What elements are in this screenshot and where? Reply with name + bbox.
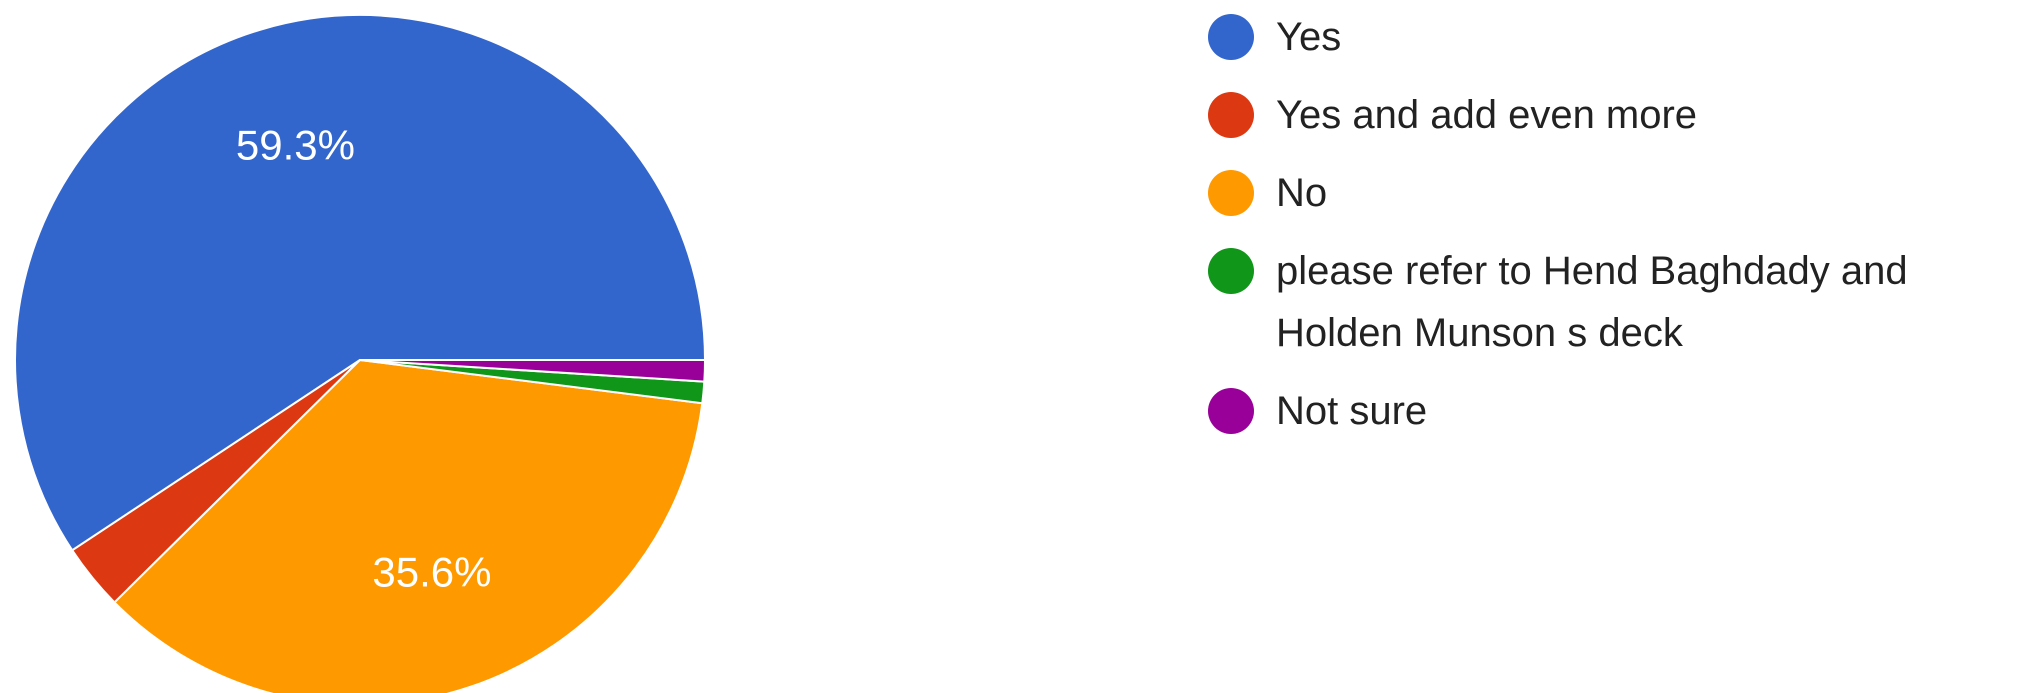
legend-item-3[interactable]: please refer to Hend Baghdady and Holden…: [1208, 248, 2008, 364]
legend-swatch: [1208, 92, 1254, 138]
pie-slice-0[interactable]: [14, 14, 707, 552]
pie-chart: 59.3% 35.6%: [14, 14, 707, 693]
legend-item-1[interactable]: Yes and add even more: [1208, 92, 2008, 146]
legend-label: Yes: [1276, 15, 1342, 59]
legend-item-4[interactable]: Not sure: [1208, 388, 2008, 442]
legend: Yes Yes and add even more No please refer t…: [1208, 14, 2008, 466]
legend-label: please refer to Hend Baghdady and Holden…: [1276, 249, 1908, 355]
legend-swatch: [1208, 170, 1254, 216]
pie-slice-2[interactable]: [113, 358, 704, 693]
legend-swatch: [1208, 14, 1254, 60]
legend-swatch: [1208, 248, 1254, 294]
legend-item-2[interactable]: No: [1208, 170, 2008, 224]
legend-swatch: [1208, 388, 1254, 434]
legend-item-0[interactable]: Yes: [1208, 14, 2008, 68]
pie-slice-4[interactable]: [359, 359, 707, 383]
slice-percent-label-0: 59.3%: [236, 121, 355, 168]
legend-label: Not sure: [1276, 389, 1428, 433]
legend-label: Yes and add even more: [1276, 93, 1698, 137]
legend-label: No: [1276, 171, 1328, 215]
slice-percent-label-2: 35.6%: [372, 548, 491, 595]
